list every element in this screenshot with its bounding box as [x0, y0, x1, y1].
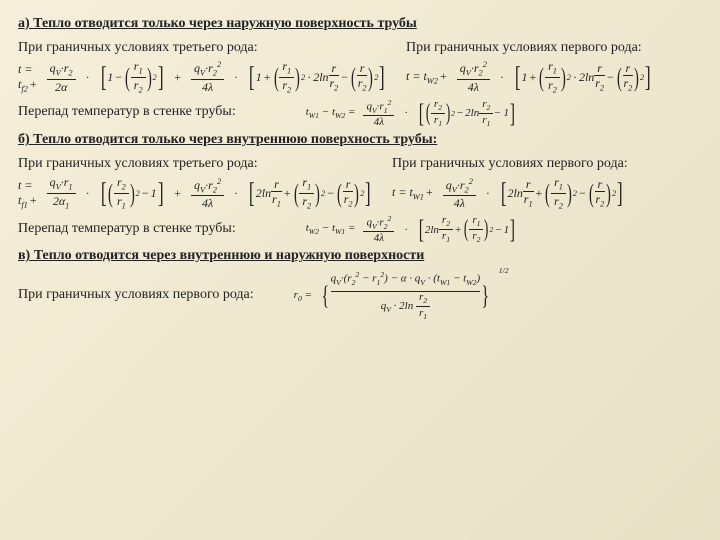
eq-a-bc1: t = tW2+ qV·r224λ · [1+ (r1r2)2 ·2ln rr2…	[406, 60, 702, 95]
r0s: 0	[298, 294, 302, 303]
label-c-bc1: При граничных условиях первого рода:	[18, 287, 254, 303]
col-b-bc3: При граничных условиях третьего рода: t …	[18, 154, 372, 211]
label-b-bc1: При граничных условиях первого рода:	[392, 156, 702, 172]
eq-a-bc3: t = tf2+ qV·r22α · [1− (r1r2)2 ] + qV·r2…	[18, 60, 386, 95]
t-eq1: t = t	[406, 69, 427, 83]
wall-b-label: Перепад температур в стенке трубы:	[18, 221, 236, 237]
col-a-bc3: При граничных условиях третьего рода: t …	[18, 38, 386, 95]
label-a-bc1: При граничных условиях первого рода:	[406, 40, 702, 56]
page: а) Тепло отводится только через наружную…	[0, 0, 720, 331]
den-2a2: 2α	[55, 80, 67, 93]
label-a-bc3: При граничных условиях третьего рода:	[18, 40, 386, 56]
col-b-bc1: При граничных условиях первого рода: t =…	[392, 154, 702, 211]
wall-a-label: Перепад температур в стенке трубы:	[18, 104, 236, 120]
den-4l: 4λ	[202, 80, 213, 93]
wall-b: Перепад температур в стенке трубы: tW2 −…	[18, 215, 702, 245]
label-b-bc3: При граничных условиях третьего рода:	[18, 156, 372, 172]
row-a: При граничных условиях третьего рода: t …	[18, 38, 702, 95]
row-b: При граничных условиях третьего рода: t …	[18, 154, 702, 211]
a1sub: 1	[65, 201, 69, 210]
m1: − 1	[493, 107, 509, 119]
sub-f1: f1	[21, 200, 28, 209]
den-2a1: 2α	[53, 194, 65, 208]
eq-b-wall: tW2 − tW1 = qV·r224λ · [2ln r2r1 + (r1r2…	[306, 215, 516, 245]
heading-b: б) Тепло отводится только через внутренн…	[18, 132, 702, 148]
eq-b-bc1: t = tW1+ qV·r224λ · [2ln rr1 + (r1r2)2 −…	[392, 176, 702, 211]
eq-a-wall: tW1 − tW2 = qV·r124λ · [ (r2r1)2 −2ln r2…	[306, 99, 516, 129]
wall-a: Перепад температур в стенке трубы: tW1 −…	[18, 99, 702, 129]
heading-a: а) Тепло отводится только через наружную…	[18, 16, 702, 32]
one: 1	[107, 70, 113, 85]
ln: 2ln	[313, 70, 328, 85]
row-c: При граничных условиях первого рода: r0 …	[18, 270, 702, 321]
eq-b-bc3: t = tf1+ qV·r12α1 · [ (r2r1)2 −1 ] + qV·…	[18, 176, 372, 211]
eq-c: r0 = { qV·(r22 − r12) − α · qV · (tW1 − …	[294, 270, 509, 321]
sub-f2: f2	[21, 84, 28, 93]
sub-w2: W2	[427, 76, 438, 85]
heading-c: в) Тепло отводится через внутреннюю и на…	[18, 248, 702, 264]
qV: V	[56, 68, 61, 77]
sub-w1: W1	[413, 193, 424, 202]
col-a-bc1: При граничных условиях первого рода: t =…	[406, 38, 702, 95]
